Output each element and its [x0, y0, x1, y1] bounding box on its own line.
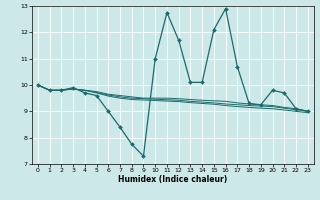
X-axis label: Humidex (Indice chaleur): Humidex (Indice chaleur): [118, 175, 228, 184]
